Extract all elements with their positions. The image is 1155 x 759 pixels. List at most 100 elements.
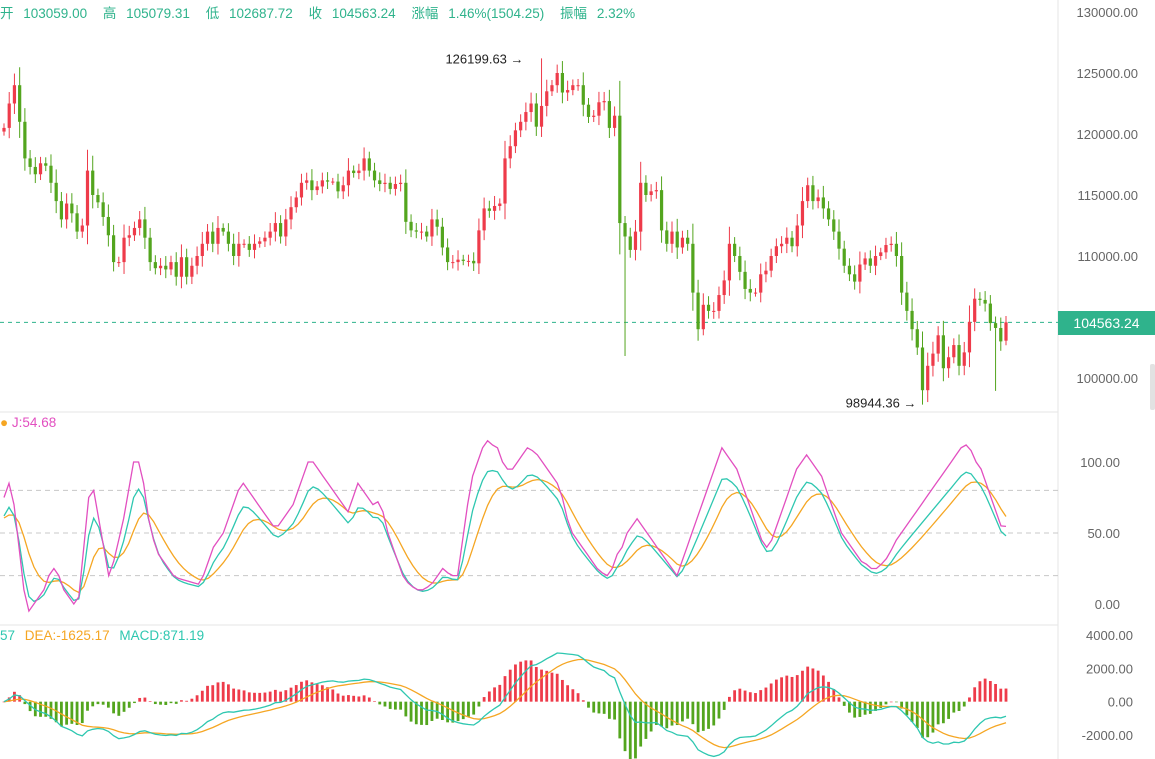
macd-bar [300, 681, 303, 702]
candle-body [539, 105, 544, 127]
candle-body [826, 208, 831, 220]
macd-bar [644, 701, 648, 739]
macd-bar [451, 701, 455, 723]
candle-body [205, 231, 210, 244]
axis-scroll-handle[interactable] [1150, 364, 1155, 410]
candle-body [868, 258, 872, 266]
macd-bar [889, 701, 893, 703]
macd-bar [936, 701, 940, 725]
macd-dif-line [3, 652, 1007, 758]
candle-body [49, 165, 53, 183]
macd-bar [592, 701, 596, 713]
candle-body [644, 182, 648, 195]
open-label: 开 103059.00 [0, 6, 88, 21]
candle-body [242, 243, 246, 245]
candle-body [800, 201, 805, 226]
macd-bar [23, 701, 27, 705]
candle-body [28, 158, 32, 167]
candle-body [399, 182, 403, 185]
candle-body [352, 170, 356, 174]
macd-bar [952, 701, 956, 713]
macd-bar [681, 701, 684, 722]
macd-bar [728, 696, 731, 702]
candle-body [586, 104, 591, 117]
candle-body [237, 243, 241, 256]
candle-body [920, 347, 925, 391]
macd-bar [467, 701, 470, 717]
macd-bar [701, 701, 705, 731]
candle-body [179, 257, 184, 277]
candle-body [654, 190, 658, 192]
macd-bar [628, 701, 632, 759]
candle-body [383, 182, 387, 185]
macd-bar [180, 700, 183, 702]
candle-body [821, 197, 825, 209]
macd-bar [654, 701, 658, 725]
candle-body [545, 91, 549, 106]
macd-bar [367, 697, 371, 702]
macd-bar [759, 690, 763, 702]
macd-bar [503, 676, 507, 702]
macd-bar [2, 701, 6, 703]
candle-body [404, 182, 408, 222]
candle-body [873, 256, 878, 266]
candle-body [847, 265, 852, 275]
macd-bar [665, 701, 669, 729]
macd-bar [550, 672, 554, 702]
macd-bar [811, 668, 815, 702]
candle-body [435, 219, 439, 227]
candle-body [232, 243, 236, 256]
candle-body [190, 265, 194, 277]
candle-body [482, 208, 486, 231]
macd-bar [472, 701, 476, 715]
candle-body [612, 115, 617, 128]
macd-bar [639, 701, 643, 747]
macd-bar [524, 660, 528, 702]
kdj-tick-label: 0.00 [1095, 597, 1120, 612]
macd-bar [388, 701, 392, 709]
candle-body [294, 197, 298, 208]
macd-bar [352, 695, 356, 702]
candle-body [717, 295, 721, 311]
candle-body [487, 208, 491, 211]
macd-bar [320, 685, 324, 702]
macd-bar [868, 701, 872, 714]
macd-bar [383, 701, 387, 707]
candle-body [138, 219, 142, 228]
kdj-legend-dot: ● [0, 415, 9, 430]
candle-body [769, 256, 773, 271]
candle-body [75, 213, 79, 232]
candle-body [607, 101, 611, 128]
macd-bar [712, 701, 716, 726]
macd-bar [900, 701, 904, 709]
macd-bar [28, 701, 32, 712]
macd-bar [607, 701, 611, 719]
current-price-tag: 104563.24 [1058, 311, 1155, 335]
candle-body [263, 237, 267, 242]
macd-bar [232, 688, 236, 702]
macd-bar [717, 701, 721, 719]
macd-bar [70, 701, 74, 724]
macd-bar [435, 701, 439, 719]
macd-tick-label: 4000.00 [1086, 628, 1133, 643]
candle-body [957, 345, 961, 366]
macd-bar [545, 670, 549, 702]
macd-bar [602, 701, 606, 714]
candle-body [336, 181, 340, 192]
candle-body [618, 115, 622, 224]
candle-body [346, 170, 351, 186]
candle-body [946, 357, 951, 369]
kdj-k-line [3, 469, 1007, 603]
candle-body [221, 227, 225, 232]
candle-body [560, 73, 565, 93]
candle-body [70, 203, 74, 214]
kdj-j-value: J:54.68 [11, 415, 57, 430]
candle-body [325, 180, 330, 182]
candle-body [430, 219, 434, 237]
macd-tick-label: 0.00 [1108, 695, 1133, 710]
candle-body [477, 230, 481, 264]
macd-bar [326, 687, 329, 702]
macd-bar [65, 701, 69, 725]
candle-body [111, 235, 116, 263]
